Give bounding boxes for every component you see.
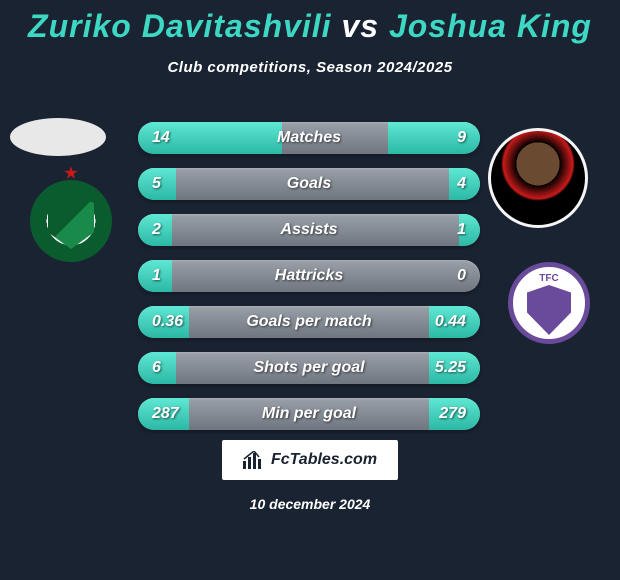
club-badge-right	[508, 262, 590, 344]
subtitle: Club competitions, Season 2024/2025	[0, 59, 620, 76]
stat-row: 1 Hattricks 0	[138, 260, 480, 292]
stat-value-right: 4	[457, 175, 466, 193]
stat-row: 0.36 Goals per match 0.44	[138, 306, 480, 338]
player1-avatar	[10, 118, 106, 156]
stat-value-right: 1	[457, 221, 466, 239]
stat-value-left: 14	[152, 129, 170, 147]
stat-value-left: 2	[152, 221, 161, 239]
stat-label: Goals per match	[246, 313, 371, 331]
brand-text: FcTables.com	[271, 451, 377, 469]
stat-label: Matches	[277, 129, 341, 147]
player2-name: Joshua King	[389, 8, 592, 44]
stats-container: 14 Matches 9 5 Goals 4 2 Assists 1 1 Hattricks 0 0.3…	[138, 122, 480, 444]
stat-row: 14 Matches 9	[138, 122, 480, 154]
stat-value-right: 9	[457, 129, 466, 147]
stat-label: Shots per goal	[253, 359, 364, 377]
stat-label: Assists	[281, 221, 338, 239]
stat-value-right: 5.25	[435, 359, 466, 377]
stat-value-right: 0.44	[435, 313, 466, 331]
comparison-title: Zuriko Davitashvili vs Joshua King	[0, 0, 620, 45]
stat-row: 287 Min per goal 279	[138, 398, 480, 430]
stat-value-right: 279	[439, 405, 466, 423]
brand-badge: FcTables.com	[222, 440, 398, 480]
stat-row: 2 Assists 1	[138, 214, 480, 246]
club-badge-left	[30, 180, 112, 262]
chart-bars-icon	[243, 451, 265, 469]
player1-name: Zuriko Davitashvili	[28, 8, 332, 44]
stat-value-left: 1	[152, 267, 161, 285]
stat-row: 6 Shots per goal 5.25	[138, 352, 480, 384]
stat-value-left: 0.36	[152, 313, 183, 331]
stat-value-right: 0	[457, 267, 466, 285]
stat-value-left: 287	[152, 405, 179, 423]
stat-row: 5 Goals 4	[138, 168, 480, 200]
stat-label: Goals	[287, 175, 331, 193]
stat-label: Hattricks	[275, 267, 343, 285]
stat-label: Min per goal	[262, 405, 356, 423]
stat-value-left: 6	[152, 359, 161, 377]
vs-text: vs	[341, 8, 379, 44]
stat-fill-right	[388, 122, 480, 154]
stat-value-left: 5	[152, 175, 161, 193]
date-text: 10 december 2024	[250, 496, 371, 512]
player2-avatar	[488, 128, 588, 228]
